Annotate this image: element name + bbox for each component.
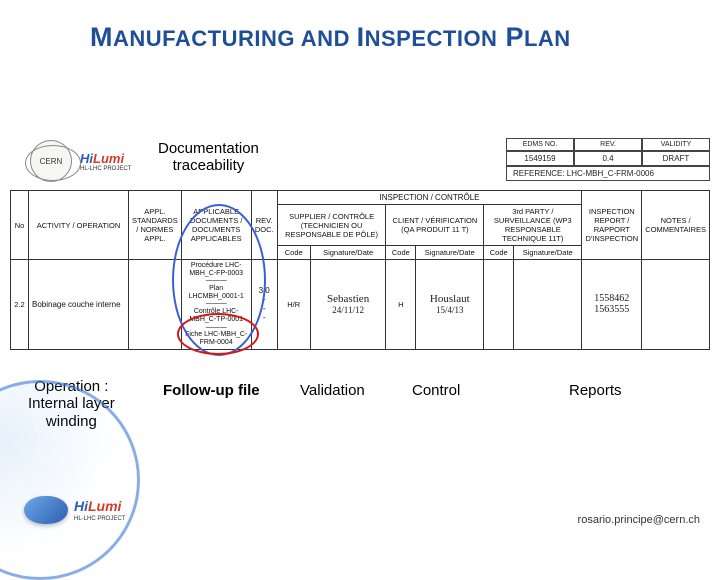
cern-logo-icon: CERN — [30, 140, 72, 182]
col-inspection-header: INSPECTION / CONTRÔLE — [277, 191, 582, 205]
header-logos: CERN HiLumi HL-LHC PROJECT — [30, 140, 131, 182]
col-cli-sig: Signature/Date — [416, 246, 484, 260]
cell-activity: Bobinage couche interne — [29, 260, 129, 350]
annotation-validation: Validation — [300, 382, 365, 399]
footer-logo: HiLumi HL-LHC PROJECT — [24, 496, 125, 524]
meta-rev-label: REV. — [574, 138, 642, 151]
col-appl-std: APPL. STANDARDS / NORMES APPL. — [129, 191, 182, 260]
meta-rev-value: 0.4 — [574, 151, 642, 166]
annotation-reports: Reports — [569, 382, 622, 399]
highlight-oval-red — [177, 313, 259, 355]
col-third: 3rd PARTY / SURVEILLANCE (WP3 RESPONSABL… — [484, 205, 582, 246]
inspection-form: EDMS NO. REV. VALIDITY 1549159 0.4 DRAFT… — [10, 190, 710, 350]
annotation-followup: Follow-up file — [163, 382, 260, 399]
col-activity: ACTIVITY / OPERATION — [29, 191, 129, 260]
col-supplier: SUPPLIER / CONTRÔLE (TECHNICIEN OU RESPO… — [277, 205, 386, 246]
form-meta-boxes: EDMS NO. REV. VALIDITY 1549159 0.4 DRAFT… — [506, 138, 710, 181]
annotation-control: Control — [412, 382, 460, 399]
cell-3rd-code — [484, 260, 514, 350]
meta-edms-value: 1549159 — [506, 151, 574, 166]
col-report: INSPECTION REPORT / RAPPORT D'INSPECTION — [582, 191, 642, 260]
cell-cli-code: H — [386, 260, 416, 350]
cell-no: 2.2 — [11, 260, 29, 350]
meta-edms-label: EDMS NO. — [506, 138, 574, 151]
col-cli-code: Code — [386, 246, 416, 260]
annotation-documentation: Documentation traceability — [158, 140, 259, 175]
slide-title: MANUFACTURING AND INSPECTION PLAN — [90, 22, 571, 53]
meta-reference: REFERENCE: LHC-MBH_C-FRM-0006 — [506, 166, 710, 181]
col-3rd-sig: Signature/Date — [514, 246, 582, 260]
footer-email: rosario.principe@cern.ch — [578, 514, 700, 526]
col-no: No — [11, 191, 29, 260]
cell-sup-sig: Sebastien24/11/12 — [310, 260, 386, 350]
inspection-plan-table: No ACTIVITY / OPERATION APPL. STANDARDS … — [10, 190, 710, 350]
col-sup-sig: Signature/Date — [310, 246, 386, 260]
cell-reports: 1558462 1563555 — [582, 260, 642, 350]
hilumi-bubble-icon — [24, 496, 68, 524]
col-sup-code: Code — [277, 246, 310, 260]
cell-sup-code: H/R — [277, 260, 310, 350]
cell-3rd-sig — [514, 260, 582, 350]
cell-notes — [642, 260, 710, 350]
meta-validity-label: VALIDITY — [642, 138, 710, 151]
cell-cli-sig: Houslaut15/4/13 — [416, 260, 484, 350]
hilumi-logo: HiLumi HL-LHC PROJECT — [80, 151, 131, 172]
meta-validity-value: DRAFT — [642, 151, 710, 166]
corner-decoration-icon — [0, 380, 140, 580]
col-notes: NOTES / COMMENTAIRES — [642, 191, 710, 260]
col-3rd-code: Code — [484, 246, 514, 260]
col-client: CLIENT / VÉRIFICATION (QA PRODUIT 11 T) — [386, 205, 484, 246]
